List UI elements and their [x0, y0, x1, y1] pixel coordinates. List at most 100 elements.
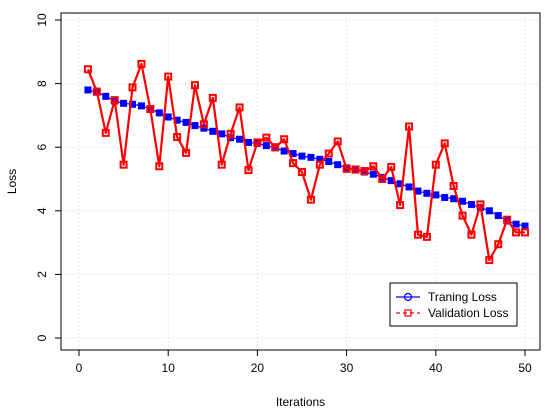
data-point	[306, 195, 315, 204]
data-point	[476, 200, 485, 209]
data-point	[458, 211, 467, 220]
series-line	[86, 62, 525, 262]
series-validation-loss	[83, 59, 529, 265]
y-tick-label: 8	[35, 80, 49, 87]
data-point	[190, 81, 199, 90]
data-point	[84, 86, 92, 94]
data-point	[289, 159, 298, 168]
data-point	[182, 148, 191, 157]
data-point	[369, 162, 378, 171]
data-point	[199, 120, 208, 129]
legend-marker	[403, 292, 413, 302]
data-point	[360, 167, 369, 176]
data-point	[137, 102, 145, 110]
data-point	[414, 187, 422, 195]
grid	[61, 13, 540, 350]
data-point	[440, 139, 449, 148]
x-tick-label: 50	[518, 361, 532, 375]
data-point	[396, 201, 405, 210]
data-point	[315, 160, 324, 169]
data-point	[351, 165, 360, 174]
data-point	[119, 160, 128, 169]
data-point	[298, 168, 306, 177]
data-point	[432, 191, 440, 199]
data-point	[298, 152, 306, 160]
data-point	[449, 181, 458, 190]
data-point	[146, 105, 155, 114]
data-point	[209, 127, 217, 135]
data-point	[334, 161, 342, 169]
data-point	[208, 93, 217, 102]
data-point	[92, 87, 101, 96]
data-point	[494, 240, 503, 249]
data-point	[271, 143, 280, 152]
y-tick-label: 4	[35, 207, 49, 214]
legend-marker	[404, 309, 412, 317]
data-point	[218, 130, 226, 138]
data-point	[485, 207, 493, 215]
data-point	[467, 200, 475, 208]
data-point	[120, 99, 128, 107]
x-tick-label: 30	[340, 361, 354, 375]
data-point	[413, 230, 422, 239]
data-point	[333, 137, 342, 146]
data-point	[422, 232, 431, 241]
data-point	[431, 160, 440, 169]
data-point	[307, 153, 315, 161]
data-point	[494, 212, 502, 220]
data-point	[485, 256, 494, 265]
y-tick-label: 6	[35, 144, 49, 151]
y-tick-label: 0	[35, 334, 49, 341]
data-point	[191, 122, 199, 130]
axes: 0 10 20 30 40 50 0 2 4 6 8 10	[35, 12, 541, 375]
data-point	[244, 166, 253, 175]
data-point	[512, 220, 520, 228]
data-point	[217, 160, 226, 169]
x-axis-title: Iterations	[276, 395, 325, 409]
y-axis-title: Loss	[5, 169, 19, 194]
y-tick-label: 2	[35, 271, 49, 278]
series-training-loss	[84, 86, 529, 230]
data-point	[503, 215, 512, 224]
data-point	[512, 228, 521, 237]
data-point	[325, 158, 333, 166]
x-tick-label: 0	[76, 361, 83, 375]
data-point	[324, 149, 333, 158]
data-point	[423, 189, 431, 197]
data-point	[164, 72, 173, 81]
data-point	[244, 138, 252, 146]
x-tick-label: 20	[251, 361, 265, 375]
legend-label: Traning Loss	[428, 290, 497, 304]
data-point	[521, 222, 529, 230]
legend-box	[389, 282, 518, 327]
x-tick-label: 10	[162, 361, 176, 375]
data-point	[280, 135, 289, 144]
data-point	[405, 183, 413, 191]
legend-label: Validation Loss	[428, 306, 509, 320]
data-point	[83, 65, 92, 74]
data-point	[280, 147, 288, 155]
data-point	[441, 193, 449, 201]
data-point	[521, 228, 529, 237]
legend: Traning Loss Validation Loss	[389, 282, 518, 327]
data-point	[459, 197, 467, 205]
data-point	[155, 109, 163, 117]
data-point	[101, 128, 110, 137]
data-point	[253, 138, 262, 147]
data-point	[342, 164, 351, 173]
y-tick-label: 10	[35, 13, 49, 27]
data-point	[378, 175, 387, 183]
data-point	[387, 162, 396, 171]
data-point	[164, 113, 172, 121]
data-point	[226, 129, 235, 138]
data-point	[173, 133, 182, 142]
data-point	[155, 162, 164, 171]
data-point	[236, 135, 244, 143]
plot-frame	[60, 12, 541, 351]
series	[83, 59, 529, 265]
x-tick-label: 40	[429, 361, 443, 375]
data-point	[405, 122, 414, 131]
data-point	[128, 83, 137, 92]
data-point	[262, 142, 270, 150]
